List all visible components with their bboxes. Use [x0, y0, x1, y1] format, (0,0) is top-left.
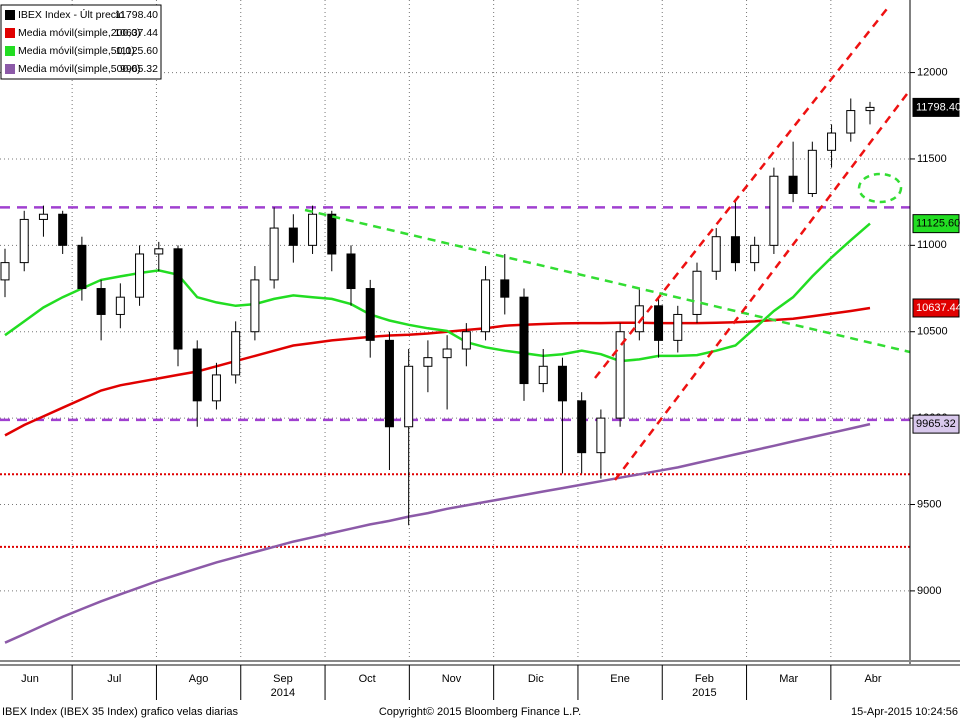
x-tick-label: Jun — [21, 673, 39, 685]
last-value-label: 11125.60 — [916, 218, 960, 230]
legend-value: 11125.60 — [116, 45, 158, 57]
last-value-box — [912, 298, 960, 318]
candle-body — [442, 348, 452, 359]
candle-body — [846, 110, 856, 134]
candle-body — [654, 305, 664, 341]
candle-body — [250, 279, 260, 333]
candle-body — [96, 288, 106, 315]
candle-body — [807, 149, 817, 195]
candle-body — [750, 244, 760, 264]
candle-body — [673, 313, 683, 341]
x-tick-label: Jul — [107, 673, 121, 685]
footer-left: IBEX Index (IBEX 35 Index) grafico velas… — [2, 706, 239, 718]
legend-label: Media móvil(simple,500,0) — [18, 63, 141, 75]
candle-body — [538, 365, 548, 385]
x-tick-label: Mar — [779, 673, 798, 685]
candle-body — [596, 417, 606, 454]
candle-body — [58, 213, 68, 246]
candle-body — [288, 227, 298, 246]
candle-body — [0, 262, 10, 281]
candle-body — [461, 331, 471, 350]
candle-body — [231, 331, 241, 376]
footer-right: 15-Apr-2015 10:24:56 — [851, 706, 958, 718]
channel-upper — [594, 4, 891, 379]
candle-body — [827, 132, 837, 151]
plot — [0, 98, 910, 644]
candle-body — [519, 296, 529, 385]
candle-body — [115, 296, 125, 315]
y-tick-label: 11500 — [917, 153, 947, 165]
last-value-box — [912, 414, 960, 434]
legend-label: Media móvil(simple,200,0) — [18, 27, 141, 39]
last-value-label: 10637.44 — [916, 302, 960, 314]
y-tick-label: 11000 — [917, 239, 947, 251]
candle-body — [500, 279, 510, 298]
candle-body — [730, 236, 740, 264]
candle-body — [173, 248, 183, 350]
candle-body — [481, 279, 491, 333]
legend-value: 10637.44 — [114, 27, 158, 39]
moving-average-line — [4, 422, 871, 644]
candle-body — [692, 270, 702, 315]
legend-label: Media móvil(simple,50,0) — [18, 45, 135, 57]
candle-body — [135, 253, 145, 298]
candle-body — [308, 213, 318, 246]
year-label: 2015 — [692, 687, 716, 699]
x-tick-label: Feb — [695, 673, 714, 685]
legend-box — [0, 4, 162, 80]
candle-body — [557, 365, 567, 402]
legend-label: IBEX Index - Últ precio — [18, 8, 124, 21]
legend-swatch — [5, 64, 15, 74]
candle-body — [615, 331, 625, 419]
channel-lower — [614, 89, 911, 481]
x-tick-label: Ene — [610, 673, 630, 685]
candle-body — [404, 365, 414, 428]
last-value-label: 9965.32 — [916, 418, 956, 430]
candle-body — [711, 236, 721, 272]
candle-body — [211, 374, 221, 402]
candle-body — [38, 213, 48, 220]
trendline — [304, 208, 911, 354]
moving-average-line — [4, 222, 871, 363]
candle-body — [865, 106, 875, 112]
candle-body — [365, 288, 375, 341]
y-tick-label: 12000 — [917, 66, 948, 78]
legend-swatch — [5, 10, 15, 20]
legend-value: 9965.32 — [120, 63, 158, 75]
candle-body — [384, 339, 394, 428]
candle-body — [346, 253, 356, 290]
legend-swatch — [5, 46, 15, 56]
y-tick-label: 9000 — [917, 585, 941, 597]
last-value-box — [912, 214, 960, 234]
x-tick-label: Nov — [442, 673, 462, 685]
year-label: 2014 — [271, 687, 295, 699]
candle-body — [423, 357, 433, 367]
candle-body — [154, 248, 164, 255]
moving-average-line — [4, 306, 871, 437]
candle-body — [269, 227, 279, 281]
x-tick-label: Abr — [864, 673, 881, 685]
candle-body — [769, 175, 779, 246]
target-ellipse — [857, 172, 903, 204]
candle-body — [77, 244, 87, 290]
x-tick-label: Dic — [528, 673, 544, 685]
candle-body — [788, 175, 798, 195]
x-tick-label: Sep — [273, 673, 293, 685]
candle-body — [577, 400, 587, 454]
x-tick-label: Oct — [359, 673, 376, 685]
y-tick-label: 10500 — [917, 326, 948, 338]
candle-body — [327, 213, 337, 255]
last-value-box — [912, 97, 960, 117]
legend-value: 11798.40 — [115, 9, 158, 21]
legend-swatch — [5, 28, 15, 38]
footer-center: Copyright© 2015 Bloomberg Finance L.P. — [379, 706, 581, 718]
candle-body — [192, 348, 202, 402]
candle-body — [19, 218, 29, 264]
x-tick-label: Ago — [189, 673, 209, 685]
last-value-label: 11798.40 — [916, 101, 960, 113]
y-tick-label: 9500 — [917, 498, 941, 510]
